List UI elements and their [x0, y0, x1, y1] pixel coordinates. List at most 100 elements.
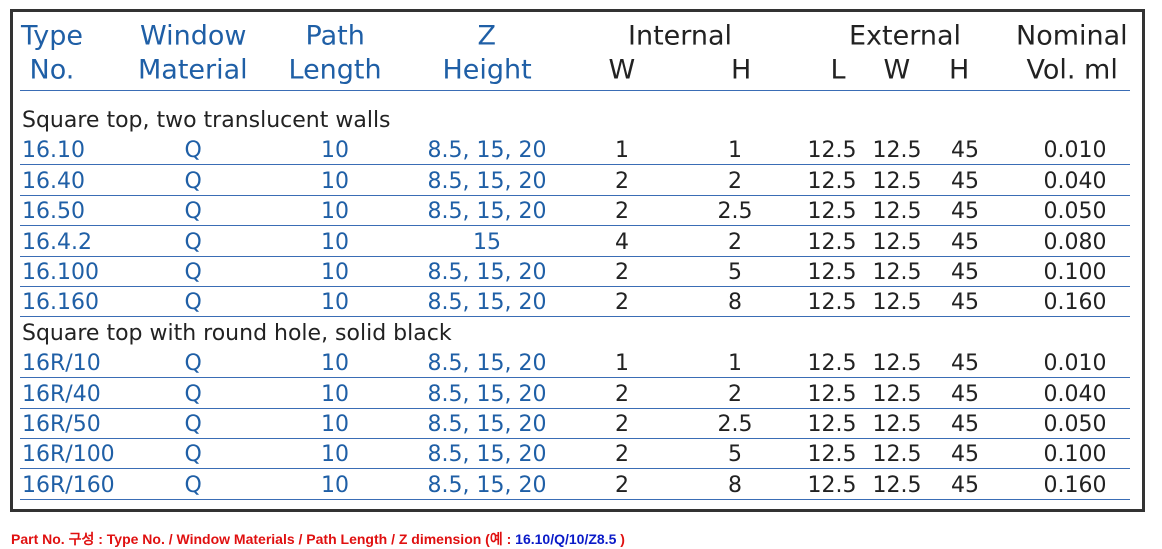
table-cell: Q	[184, 260, 202, 285]
table-cell: 2	[615, 381, 629, 407]
table-cell: 8.5, 15, 20	[427, 351, 547, 377]
table-cell: 16.160	[22, 290, 99, 316]
table-cell: 16.10	[22, 138, 85, 164]
table-cell: Q	[184, 168, 202, 194]
table-cell: 8.5, 15, 20	[427, 412, 547, 437]
table-cell: 16.4.2	[22, 229, 92, 255]
table-cell: 10	[321, 412, 349, 437]
row-rule	[20, 468, 1130, 470]
table-cell: 12.5	[807, 472, 857, 498]
table-cell: 16R/100	[22, 442, 115, 468]
section-title: Square top with round hole, solid black	[22, 320, 452, 346]
table-cell: 10	[321, 381, 349, 407]
table-cell: 12.5	[807, 412, 857, 437]
table-cell: 2	[615, 290, 629, 316]
column-header: Z	[477, 20, 497, 52]
table-cell: 5	[728, 260, 742, 285]
row-rule	[20, 286, 1130, 287]
table-cell: Q	[184, 412, 202, 437]
table-cell: 10	[321, 138, 349, 164]
column-subheader: H	[731, 54, 752, 86]
table-cell: 12.5	[807, 168, 857, 194]
table-cell: 8.5, 15, 20	[427, 199, 547, 225]
table-cell: 1	[728, 138, 742, 164]
table-cell: 4	[615, 229, 629, 255]
column-subheader: W	[883, 54, 911, 86]
row-rule	[20, 407, 1130, 409]
table-cell: Q	[184, 381, 202, 407]
table-cell: 45	[951, 442, 979, 468]
table-cell: 8.5, 15, 20	[427, 472, 547, 498]
column-header: Height	[442, 54, 532, 86]
row-rule	[20, 377, 1130, 379]
table-cell: 2	[615, 168, 629, 194]
table-cell: 2.5	[717, 412, 753, 437]
table-cell: 5	[728, 442, 742, 468]
row-rule	[20, 194, 1130, 196]
row-rule	[20, 90, 1130, 91]
table-cell: 0.040	[1043, 381, 1107, 407]
column-subheader: W	[608, 54, 636, 86]
table-cell: 45	[951, 412, 979, 437]
table-cell: 8.5, 15, 20	[427, 168, 547, 194]
note-example: 16.10/Q/10/Z8.5	[515, 531, 617, 547]
row-rule	[20, 316, 1130, 318]
table-cell: Q	[184, 229, 202, 255]
table-cell: Q	[184, 351, 202, 377]
table-frame	[10, 9, 1145, 512]
table-cell: 0.160	[1043, 472, 1107, 498]
table-cell: 45	[951, 229, 979, 255]
table-cell: Q	[184, 442, 202, 468]
table-cell: 45	[951, 472, 979, 498]
table-cell: 12.5	[872, 351, 922, 377]
table-cell: 12.5	[807, 199, 857, 225]
table-cell: 1	[728, 351, 742, 377]
column-header: Vol. ml	[1026, 54, 1118, 86]
section-title: Square top, two translucent walls	[22, 108, 391, 133]
table-cell: 16R/160	[22, 472, 115, 498]
table-cell: 16R/10	[22, 351, 101, 377]
row-rule	[20, 164, 1130, 166]
row-rule	[20, 255, 1130, 257]
table-cell: 2.5	[717, 199, 753, 225]
table-cell: Q	[184, 472, 202, 498]
table-cell: 16R/40	[22, 381, 101, 407]
note-text: Part No. 구성 : Type No. / Window Material…	[11, 531, 516, 547]
table-cell: 45	[951, 168, 979, 194]
column-header: No.	[29, 54, 75, 86]
column-header: Window	[140, 20, 247, 52]
column-header: Nominal	[1016, 20, 1128, 52]
table-cell: 8	[728, 472, 742, 498]
table-cell: Q	[184, 138, 202, 164]
table-cell: 2	[728, 168, 742, 194]
table-cell: Q	[184, 290, 202, 316]
table-cell: 8.5, 15, 20	[427, 381, 547, 407]
table-cell: 12.5	[807, 290, 857, 316]
table-cell: 0.010	[1043, 138, 1107, 164]
table-cell: 12.5	[872, 472, 922, 498]
table-cell: 2	[615, 472, 629, 498]
table-cell: 45	[951, 290, 979, 316]
table-cell: 8.5, 15, 20	[427, 290, 547, 316]
table-cell: 10	[321, 442, 349, 468]
column-header: External	[849, 20, 962, 52]
column-header: Path	[305, 20, 365, 52]
part-number-note: Part No. 구성 : Type No. / Window Material…	[11, 529, 625, 549]
table-cell: 12.5	[807, 381, 857, 407]
table-cell: 12.5	[807, 260, 857, 285]
column-subheader: H	[949, 54, 970, 86]
table-cell: 12.5	[807, 138, 857, 164]
table-cell: 2	[615, 442, 629, 468]
table-cell: 2	[728, 381, 742, 407]
table-cell: Q	[184, 199, 202, 225]
table-cell: 10	[321, 199, 349, 225]
table-cell: 2	[615, 412, 629, 437]
table-cell: 10	[321, 351, 349, 377]
column-header: Material	[138, 54, 248, 86]
table-cell: 45	[951, 199, 979, 225]
table-cell: 12.5	[872, 138, 922, 164]
row-rule	[20, 225, 1130, 227]
table-cell: 12.5	[872, 199, 922, 225]
table-cell: 8.5, 15, 20	[427, 138, 547, 164]
table-cell: 12.5	[872, 260, 922, 285]
